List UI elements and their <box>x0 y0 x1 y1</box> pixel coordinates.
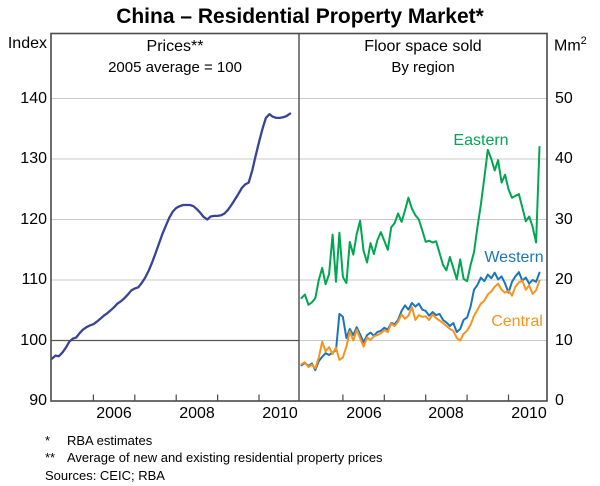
y-tick-label-right-10: 10 <box>555 332 573 349</box>
footnote-text: RBA estimates <box>67 433 153 448</box>
left-panel-title: Prices** <box>146 38 204 55</box>
left-panel-subtitle: 2005 average = 100 <box>108 59 242 76</box>
x-tick-label-2010-right: 2010 <box>511 405 547 422</box>
footnote-row: * RBA estimates <box>45 432 383 449</box>
series-label-eastern: Eastern <box>453 132 509 149</box>
right-axis-unit-sup: 2 <box>580 35 587 47</box>
y-tick-label-left-140: 140 <box>20 90 47 107</box>
y-tick-label-right-30: 30 <box>555 211 573 228</box>
y-tick-label-right-40: 40 <box>555 150 573 167</box>
y-tick-label-left-100: 100 <box>20 332 47 349</box>
y-tick-label-right-0: 0 <box>555 392 564 409</box>
series-line-western <box>300 271 541 372</box>
right-panel-title: Floor space sold <box>364 38 482 55</box>
right-axis-unit-base: Mm <box>554 37 581 55</box>
y-tick-label-left-90: 90 <box>29 392 47 409</box>
x-tick-label-2006-left: 2006 <box>96 405 132 422</box>
footnote-marker: * <box>45 433 51 448</box>
footnote-row: ** Average of new and existing residenti… <box>45 449 383 466</box>
y-tick-label-left-110: 110 <box>21 271 47 288</box>
page-title: China – Residential Property Market* <box>116 5 484 28</box>
series-label-central: Central <box>491 313 543 330</box>
x-tick-label-2006-right: 2006 <box>346 405 382 422</box>
series-line-central <box>300 279 541 370</box>
x-tick-label-2008-left: 2008 <box>179 405 215 422</box>
footnote-text: Average of new and existing residential … <box>67 450 383 465</box>
y-tick-label-left-130: 130 <box>20 150 47 167</box>
x-tick-label-2010-left: 2010 <box>262 405 298 422</box>
y-tick-label-right-20: 20 <box>555 271 573 288</box>
right-panel-subtitle: By region <box>391 59 455 76</box>
series-label-western: Western <box>484 249 544 266</box>
series-line-prices <box>50 112 292 360</box>
left-axis-unit-label: Index <box>7 35 47 52</box>
y-tick-label-right-50: 50 <box>555 90 573 107</box>
series-line-eastern <box>300 145 541 306</box>
x-tick-label-2008-right: 2008 <box>428 405 464 422</box>
sources-line: Sources: CEIC; RBA <box>45 468 165 483</box>
y-tick-label-left-120: 120 <box>20 211 47 228</box>
right-axis-unit-label: Mm2 <box>554 35 587 55</box>
footnotes: * RBA estimates ** Average of new and ex… <box>45 432 383 484</box>
footnote-marker: ** <box>45 450 56 465</box>
